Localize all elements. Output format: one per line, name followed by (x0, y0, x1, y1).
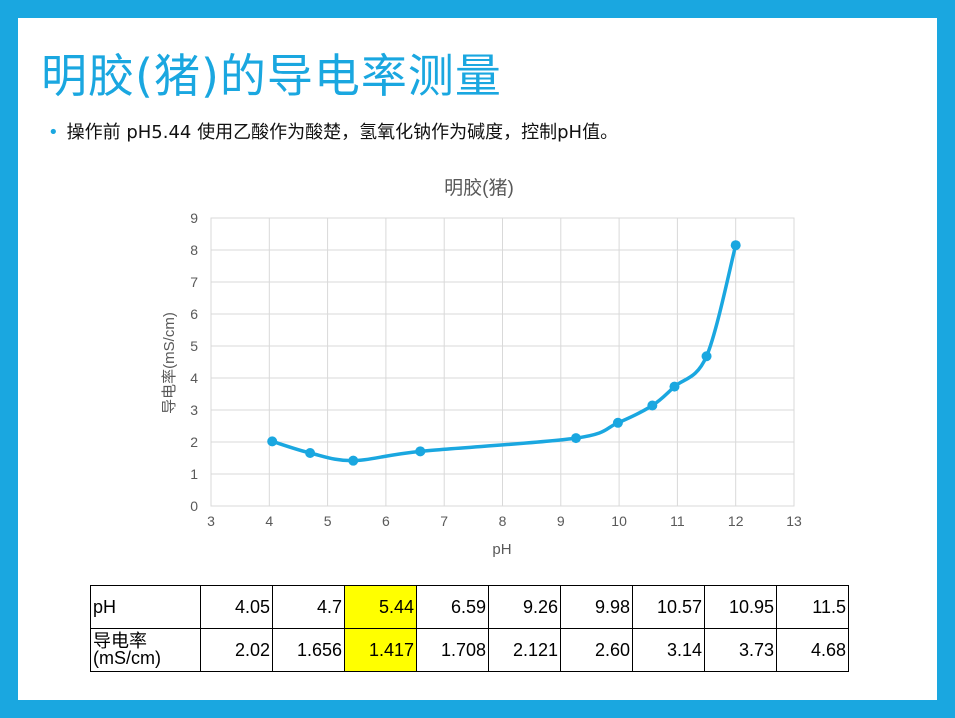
table-cell: 3.14 (632, 628, 705, 672)
y-tick-label: 8 (190, 242, 198, 258)
data-point (348, 455, 359, 466)
y-axis-label: 导电率(mS/cm) (161, 312, 178, 414)
bullet-line: • 操作前 pH5.44 使用乙酸作为酸楚，氢氧化钠作为碱度，控制pH值。 (48, 118, 618, 144)
table-cell: 2.02 (200, 628, 273, 672)
y-tick-label: 0 (190, 498, 198, 514)
data-point (701, 351, 712, 362)
y-tick-label: 5 (190, 338, 198, 354)
table-cell: 4.05 (200, 585, 273, 629)
x-tick-label: 6 (382, 513, 390, 529)
table-cell: 1.656 (272, 628, 345, 672)
x-axis-label: pH (492, 541, 511, 558)
data-point (267, 436, 278, 447)
table-cell: 1.708 (416, 628, 489, 672)
x-tick-label: 5 (324, 513, 332, 529)
data-table: pH 4.05 4.7 5.44 6.59 9.26 9.98 10.57 10.95 11.5 导… (90, 585, 849, 672)
data-point (669, 381, 680, 392)
row-header: pH (90, 585, 201, 629)
bullet-text: 操作前 pH5.44 使用乙酸作为酸楚，氢氧化钠作为碱度，控制pH值。 (66, 122, 619, 143)
x-tick-label: 11 (670, 513, 685, 529)
row-header: 导电率 (mS/cm) (90, 628, 201, 672)
table-cell: 9.26 (488, 585, 561, 629)
data-point (305, 448, 316, 459)
table-cell: 10.95 (704, 585, 777, 629)
table-cell: 2.121 (488, 628, 561, 672)
table-cell: 2.60 (560, 628, 633, 672)
x-tick-label: 4 (265, 513, 273, 529)
row-header-line: 导电率 (93, 631, 147, 651)
table-cell: 9.98 (560, 585, 633, 629)
y-tick-label: 6 (190, 306, 198, 322)
slide-title: 明胶(猪)的导电率测量 (41, 49, 502, 103)
row-header-line: (mS/cm) (93, 648, 161, 668)
table-cell: 6.59 (416, 585, 489, 629)
chart-series (267, 240, 741, 466)
table-cell: 3.73 (704, 628, 777, 672)
bullet-dot-icon: • (48, 122, 59, 143)
x-tick-label: 10 (611, 513, 627, 529)
data-point (570, 433, 581, 444)
y-tick-label: 1 (190, 466, 198, 482)
x-tick-label: 8 (499, 513, 507, 529)
y-tick-label: 9 (190, 210, 198, 226)
data-point (612, 417, 623, 428)
table-row: pH 4.05 4.7 5.44 6.59 9.26 9.98 10.57 10.95 11.5 (90, 585, 849, 629)
table-cell: 4.68 (776, 628, 849, 672)
y-tick-label: 3 (190, 402, 198, 418)
data-point (730, 240, 741, 251)
y-tick-label: 7 (190, 274, 198, 290)
series-line (271, 244, 738, 463)
y-tick-label: 2 (190, 434, 198, 450)
y-tick-label: 4 (190, 370, 198, 386)
table-cell: 10.57 (632, 585, 705, 629)
x-tick-label: 3 (207, 513, 215, 529)
table-cell: 1.417 (344, 628, 417, 672)
data-point (647, 400, 658, 411)
data-point (415, 446, 426, 457)
table-cell: 4.7 (272, 585, 345, 629)
chart-grid (210, 217, 795, 507)
chart-title: 明胶(猪) (444, 177, 514, 199)
slide: 明胶(猪)的导电率测量 • 操作前 pH5.44 使用乙酸作为酸楚，氢氧化钠作为碱… (18, 18, 937, 700)
table-cell: 11.5 (776, 585, 849, 629)
table-cell: 5.44 (344, 585, 417, 629)
x-tick-label: 9 (557, 513, 565, 529)
x-tick-label: 12 (728, 513, 744, 529)
table-row: 导电率 (mS/cm) 2.02 1.656 1.417 1.708 2.121 2.60 3.… (90, 628, 849, 672)
x-tick-label: 13 (786, 513, 802, 529)
x-tick-label: 7 (440, 513, 448, 529)
